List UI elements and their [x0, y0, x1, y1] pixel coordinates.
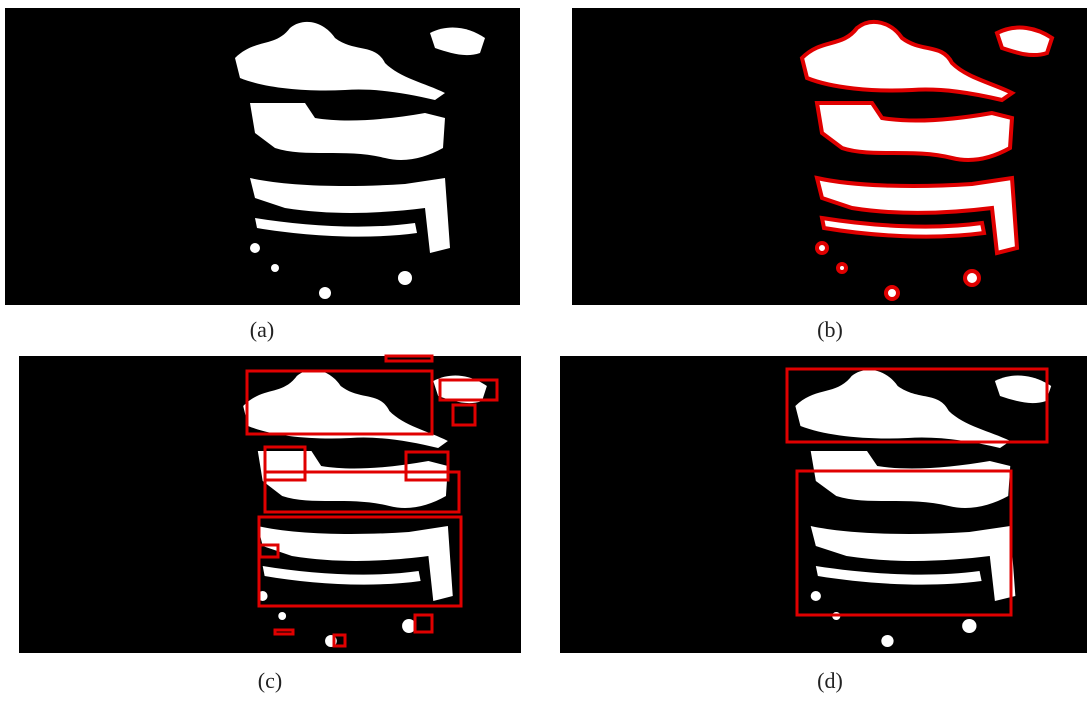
caption: (a): [250, 317, 274, 342]
caption: (c): [258, 668, 282, 693]
figure: (a) (b) (c) (d): [0, 0, 1091, 697]
panel-d: (d): [560, 356, 1087, 693]
panel-c: (c): [19, 356, 521, 693]
panel-a: (a): [5, 8, 520, 342]
caption: (d): [817, 668, 843, 693]
caption: (b): [817, 317, 843, 342]
panel-b: (b): [572, 8, 1087, 342]
